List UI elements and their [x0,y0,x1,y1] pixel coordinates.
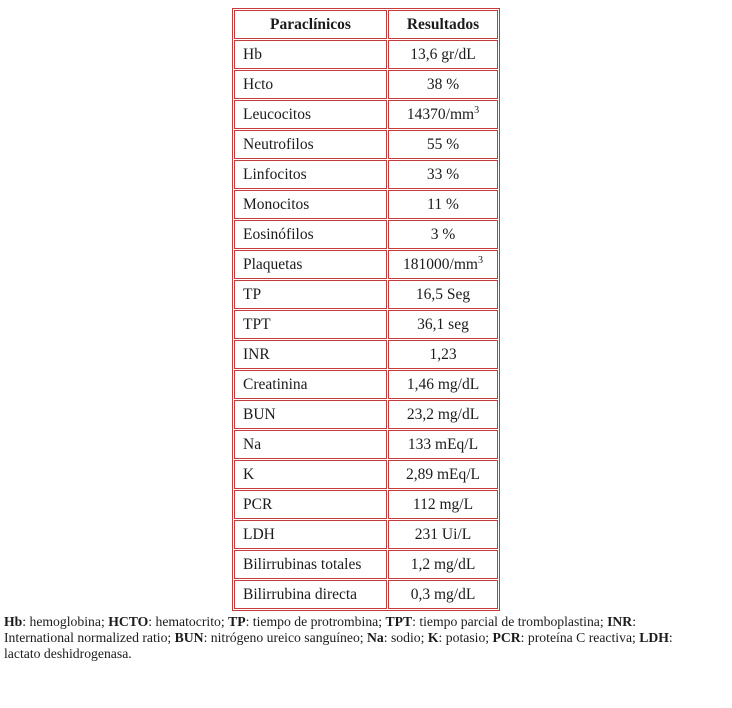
table-row: Neutrofilos 55 % [234,130,498,159]
parameter-cell: LDH [234,520,387,549]
parameter-cell: Linfocitos [234,160,387,189]
table-row: Hcto 38 % [234,70,498,99]
abbreviation-term: BUN [174,630,204,645]
parameter-cell: Hcto [234,70,387,99]
header-row: Paraclínicos Resultados [234,10,498,39]
parameter-cell: BUN [234,400,387,429]
table-row: BUN 23,2 mg/dL [234,400,498,429]
lab-results-table-container: Paraclínicos Resultados Hb 13,6 gr/dL Hcto… [232,8,500,611]
table-row: Monocitos 11 % [234,190,498,219]
abbreviation-term: INR [607,614,633,629]
abbreviation-term: TP [228,614,246,629]
table-row: TPT 36,1 seg [234,310,498,339]
parameter-cell: K [234,460,387,489]
table-row: Hb 13,6 gr/dL [234,40,498,69]
result-cell: 231 Ui/L [388,520,498,549]
table-row: Na 133 mEq/L [234,430,498,459]
table-row: LDH 231 Ui/L [234,520,498,549]
result-cell: 55 % [388,130,498,159]
table-row: Plaquetas 181000/mm3 [234,250,498,279]
parameter-cell: Neutrofilos [234,130,387,159]
result-cell: 0,3 mg/dL [388,580,498,609]
superscript: 3 [477,254,483,266]
parameter-cell: Na [234,430,387,459]
parameter-cell: Plaquetas [234,250,387,279]
result-cell: 36,1 seg [388,310,498,339]
table-row: Bilirrubinas totales 1,2 mg/dL [234,550,498,579]
superscript: 3 [474,104,480,116]
table-row: INR 1,23 [234,340,498,369]
table-row: TP 16,5 Seg [234,280,498,309]
parameter-cell: INR [234,340,387,369]
result-cell: 2,89 mEq/L [388,460,498,489]
parameter-cell: Hb [234,40,387,69]
parameter-cell: Bilirrubinas totales [234,550,387,579]
parameter-cell: Leucocitos [234,100,387,129]
result-cell: 1,46 mg/dL [388,370,498,399]
result-cell: 14370/mm3 [388,100,498,129]
table-row: Linfocitos 33 % [234,160,498,189]
result-cell: 11 % [388,190,498,219]
table-row: Bilirrubina directa 0,3 mg/dL [234,580,498,609]
lab-table-body: Hb 13,6 gr/dL Hcto 38 % Leucocitos 14370/mm3 N… [234,40,498,609]
result-cell: 38 % [388,70,498,99]
parameter-cell: TP [234,280,387,309]
lab-table-head: Paraclínicos Resultados [234,10,498,39]
result-cell: 133 mEq/L [388,430,498,459]
result-cell: 16,5 Seg [388,280,498,309]
abbreviation-term: LDH [639,630,669,645]
result-cell: 1,23 [388,340,498,369]
result-cell: 181000/mm3 [388,250,498,279]
abbreviation-term: Hb [4,614,23,629]
abbreviation-term: PCR [492,630,521,645]
abbreviation-term: HCTO [108,614,149,629]
result-cell: 112 mg/L [388,490,498,519]
result-cell: 3 % [388,220,498,249]
column-header-resultados: Resultados [388,10,498,39]
parameter-cell: Bilirrubina directa [234,580,387,609]
table-row: K 2,89 mEq/L [234,460,498,489]
result-cell: 33 % [388,160,498,189]
lab-results-table: Paraclínicos Resultados Hb 13,6 gr/dL Hcto… [232,8,500,611]
abbreviation-term: TPT [385,614,413,629]
result-cell: 13,6 gr/dL [388,40,498,69]
parameter-cell: TPT [234,310,387,339]
table-row: Eosinófilos 3 % [234,220,498,249]
parameter-cell: Creatinina [234,370,387,399]
parameter-cell: Eosinófilos [234,220,387,249]
abbreviation-term: K [427,630,439,645]
parameter-cell: PCR [234,490,387,519]
table-row: PCR 112 mg/L [234,490,498,519]
parameter-cell: Monocitos [234,190,387,219]
footnote: Hb: hemoglobina; HCTO: hematocrito; TP: … [4,614,673,661]
table-row: Leucocitos 14370/mm3 [234,100,498,129]
result-cell: 23,2 mg/dL [388,400,498,429]
result-cell: 1,2 mg/dL [388,550,498,579]
column-header-paraclinicos: Paraclínicos [234,10,387,39]
abbreviation-term: Na [367,630,384,645]
table-row: Creatinina 1,46 mg/dL [234,370,498,399]
